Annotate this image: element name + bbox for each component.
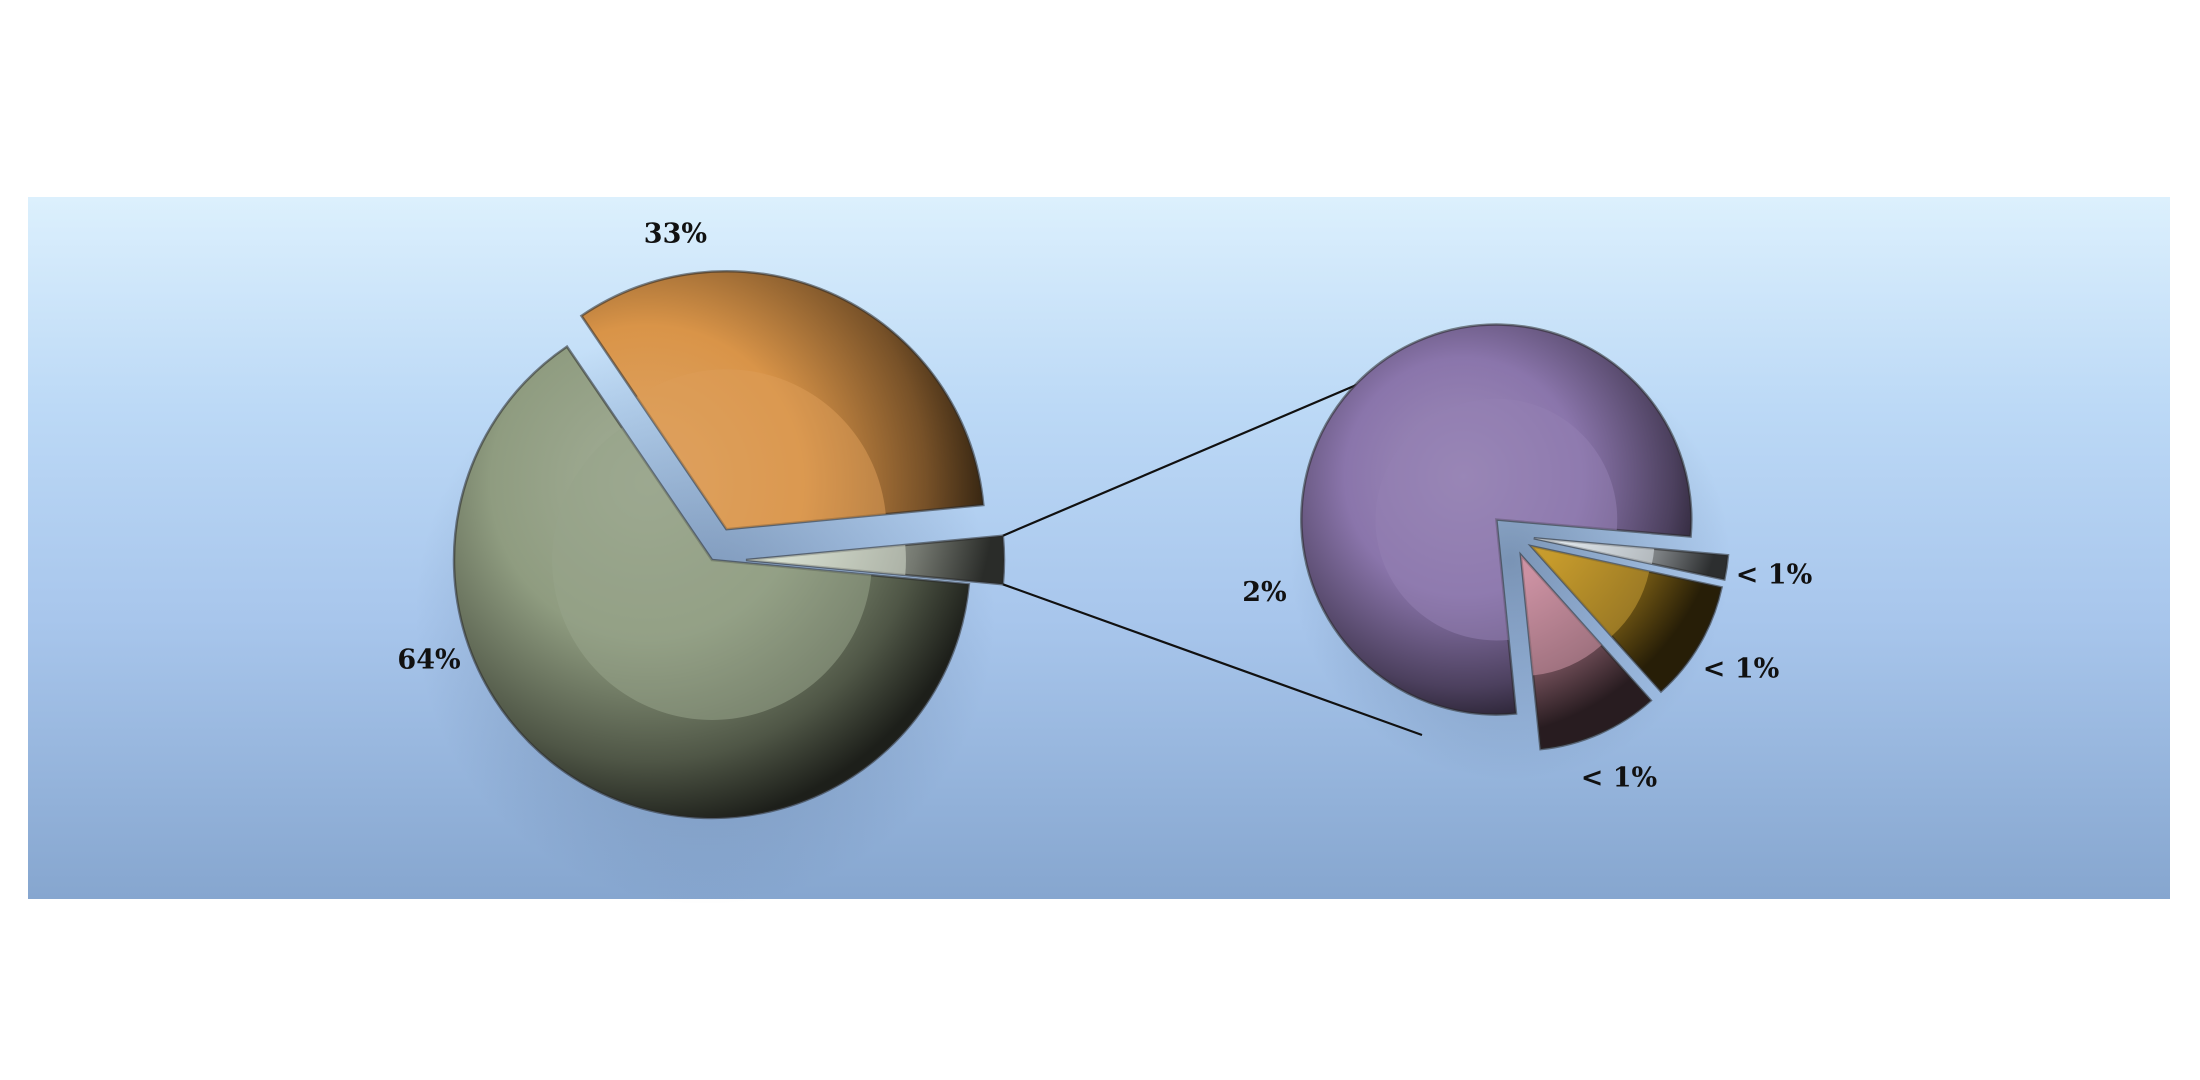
secondary-pie-slice-1-bevel [1533,538,1655,564]
connector-line-bottom [1002,583,1423,737]
secondary-pie-label-3: < 1% [1581,762,1657,793]
data-labels: 64% 33% 2% < 1% < 1% < 1% [397,219,1812,794]
secondary-pie-slice-0-bevel [1375,398,1618,641]
primary-pie [452,270,1006,820]
primary-pie-slice-1-bevel [636,369,886,530]
secondary-pie-slice-3-bevel [1520,555,1602,676]
primary-pie-slice-2-bevel [746,544,906,576]
chart-background [28,197,2170,899]
primary-pie-label-1: 33% [644,219,707,250]
secondary-pie-label-1: < 1% [1736,560,1812,591]
secondary-pie-label-0: 2% [1242,577,1286,608]
secondary-pie-label-2: < 1% [1703,653,1779,684]
secondary-pie-slice-2-bevel [1531,546,1650,637]
primary-pie-label-0: 64% [397,645,460,676]
primary-pie-slice-0-bevel [552,427,872,720]
secondary-pie [1300,323,1730,751]
